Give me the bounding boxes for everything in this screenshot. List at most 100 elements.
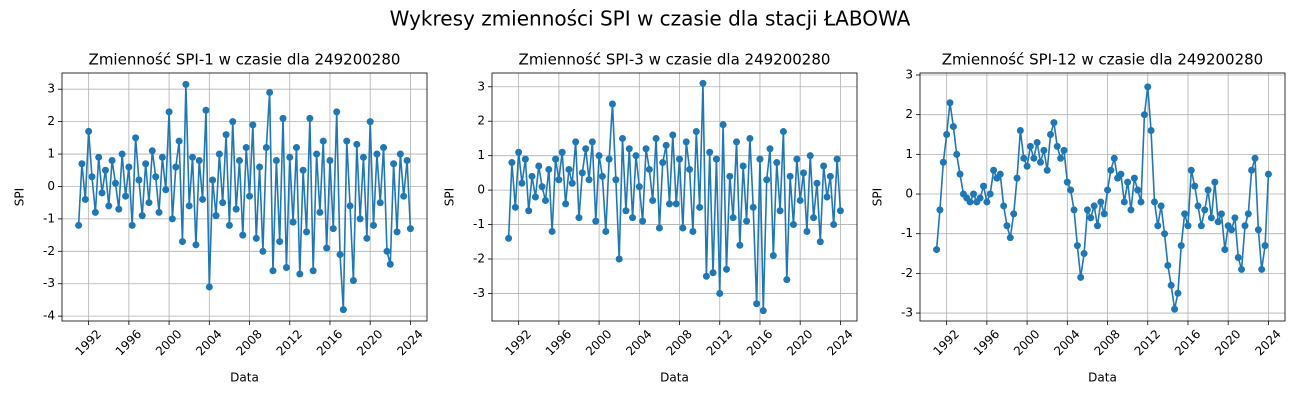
y-tick-label: 3 [47, 82, 55, 96]
data-point [249, 121, 257, 129]
data-point [976, 194, 984, 202]
data-point [336, 251, 344, 259]
data-point [1161, 230, 1169, 238]
data-point [346, 202, 354, 210]
data-point [242, 144, 250, 152]
data-point [235, 157, 243, 165]
data-point [779, 128, 787, 136]
x-tick-label: 1992 [503, 327, 534, 358]
x-tick-label: 2020 [354, 327, 385, 358]
data-point [1211, 178, 1219, 186]
data-point [769, 252, 777, 260]
data-point [793, 155, 801, 163]
x-tick-label: 2004 [623, 327, 654, 358]
data-point [1006, 234, 1014, 242]
data-point [262, 144, 270, 152]
data-point [1087, 214, 1095, 222]
data-point [162, 186, 170, 194]
x-tick-label: 2000 [583, 327, 614, 358]
y-tick-label: 2 [477, 114, 485, 128]
data-point [820, 162, 828, 170]
data-point [572, 138, 580, 146]
y-tick-label: 1 [477, 148, 485, 162]
data-point [122, 192, 130, 200]
data-point [518, 179, 526, 187]
data-point [722, 265, 730, 273]
data-point [276, 238, 284, 246]
data-point [1003, 222, 1011, 230]
y-tick-label: -1 [901, 226, 913, 240]
x-tick-label: 2008 [663, 327, 694, 358]
data-point [686, 165, 694, 173]
data-point [1140, 111, 1148, 119]
data-point [719, 121, 727, 129]
data-point [135, 176, 143, 184]
data-point [953, 150, 961, 158]
data-point [380, 144, 388, 152]
data-point [1033, 138, 1041, 146]
data-point [1258, 265, 1266, 273]
data-point [619, 134, 627, 142]
data-point [1244, 210, 1252, 218]
data-point [746, 134, 754, 142]
data-point [1248, 166, 1256, 174]
data-point [105, 202, 113, 210]
data-point [1217, 210, 1225, 218]
x-axis-label: Data [1088, 371, 1117, 385]
x-axis-label: Data [230, 371, 259, 385]
data-point [313, 150, 321, 158]
data-point [400, 192, 408, 200]
data-point [608, 100, 616, 108]
data-point [568, 179, 576, 187]
data-point [810, 214, 818, 222]
data-point [172, 163, 180, 171]
data-point [329, 225, 337, 233]
data-point [783, 276, 791, 284]
data-point [158, 153, 166, 161]
x-tick-label: 2024 [1252, 327, 1283, 358]
data-point [555, 176, 563, 184]
data-point [215, 150, 223, 158]
data-point [826, 172, 834, 180]
data-point [578, 169, 586, 177]
data-point [272, 157, 280, 165]
x-tick-label: 2016 [314, 327, 345, 358]
y-axis-label: SPI [443, 188, 457, 206]
data-point [1063, 178, 1071, 186]
x-tick-label: 1992 [73, 327, 104, 358]
x-tick-label: 2020 [784, 327, 815, 358]
y-tick-label: 0 [477, 183, 485, 197]
data-point [548, 227, 556, 235]
data-point [682, 138, 690, 146]
data-point [1264, 170, 1272, 178]
data-point [1080, 250, 1088, 258]
data-point [359, 153, 367, 161]
data-point [91, 208, 99, 216]
data-point [729, 214, 737, 222]
data-point [192, 241, 200, 249]
x-tick-label: 2016 [744, 327, 775, 358]
data-point [665, 200, 673, 208]
y-tick-label: 1 [905, 147, 913, 161]
y-tick-label: -3 [473, 286, 485, 300]
data-point [296, 270, 304, 278]
data-point [212, 212, 220, 220]
data-point [1040, 146, 1048, 154]
data-point [796, 196, 804, 204]
data-point [88, 173, 96, 181]
data-point [299, 166, 307, 174]
data-point [679, 224, 687, 232]
y-tick-label: -2 [43, 244, 55, 258]
data-point [1097, 198, 1105, 206]
data-point [511, 203, 519, 211]
data-point [756, 155, 764, 163]
data-point [659, 159, 667, 167]
y-axis-label: SPI [871, 188, 885, 206]
data-point [800, 169, 808, 177]
data-point [185, 202, 193, 210]
data-point [833, 155, 841, 163]
data-point [743, 217, 751, 225]
data-point [541, 196, 549, 204]
data-point [836, 207, 844, 215]
